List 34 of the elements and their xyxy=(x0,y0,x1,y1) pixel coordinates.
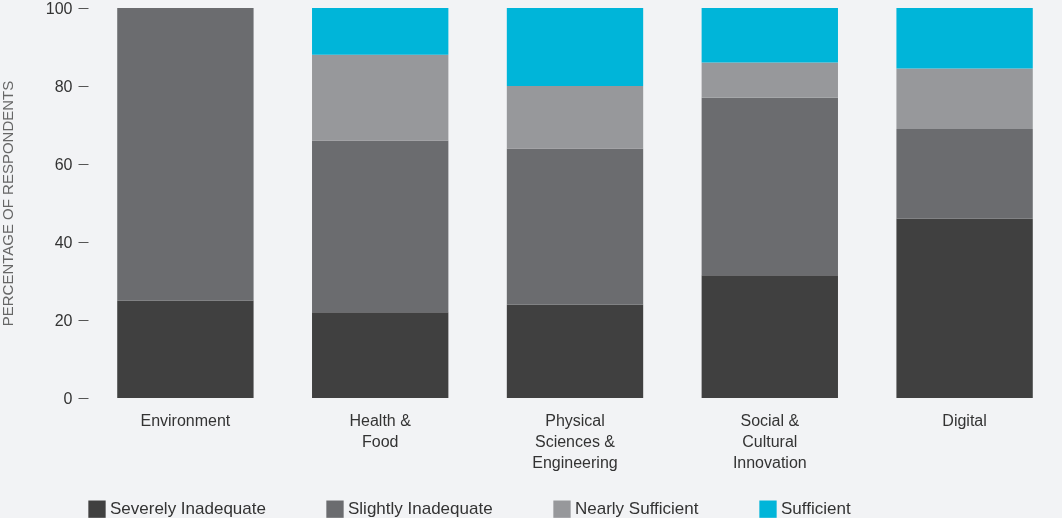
bar xyxy=(312,312,449,398)
legend-label: Slightly Inadequate xyxy=(348,499,493,518)
bar xyxy=(896,8,1033,69)
bar xyxy=(896,218,1033,398)
bar xyxy=(312,8,449,55)
x-tick-label: Health & Food xyxy=(349,411,412,450)
bar xyxy=(312,140,449,313)
bar xyxy=(506,148,644,305)
bar xyxy=(506,86,644,149)
y-axis-title: PERCENTAGE OF RESPONDENTS xyxy=(0,80,16,327)
bar xyxy=(701,8,838,63)
y-tick-label: 40 xyxy=(54,233,73,251)
bar xyxy=(701,97,838,276)
bar xyxy=(117,8,254,301)
y-tick-label: 0 xyxy=(63,389,73,407)
y-tick-label: 20 xyxy=(54,311,73,329)
bar xyxy=(701,275,838,398)
bar xyxy=(896,128,1033,219)
x-tick-label: Environment xyxy=(140,411,231,429)
legend-label: Nearly Sufficient xyxy=(575,499,699,518)
y-tick-label: 60 xyxy=(54,155,73,173)
legend-label: Sufficient xyxy=(781,499,851,518)
x-tick-label: Digital xyxy=(942,411,987,429)
bar xyxy=(701,62,838,98)
y-tick-label: 100 xyxy=(45,0,73,17)
y-tick-label: 80 xyxy=(54,77,73,95)
bar xyxy=(506,8,644,86)
bar xyxy=(312,54,449,141)
bar xyxy=(896,68,1033,129)
x-tick-label: Physical Sciences & Engineering xyxy=(532,411,618,471)
bar xyxy=(117,300,254,398)
bar xyxy=(506,304,644,398)
legend-label: Severely Inadequate xyxy=(110,499,266,518)
x-tick-label: Social & Cultural Innovation xyxy=(732,411,807,471)
